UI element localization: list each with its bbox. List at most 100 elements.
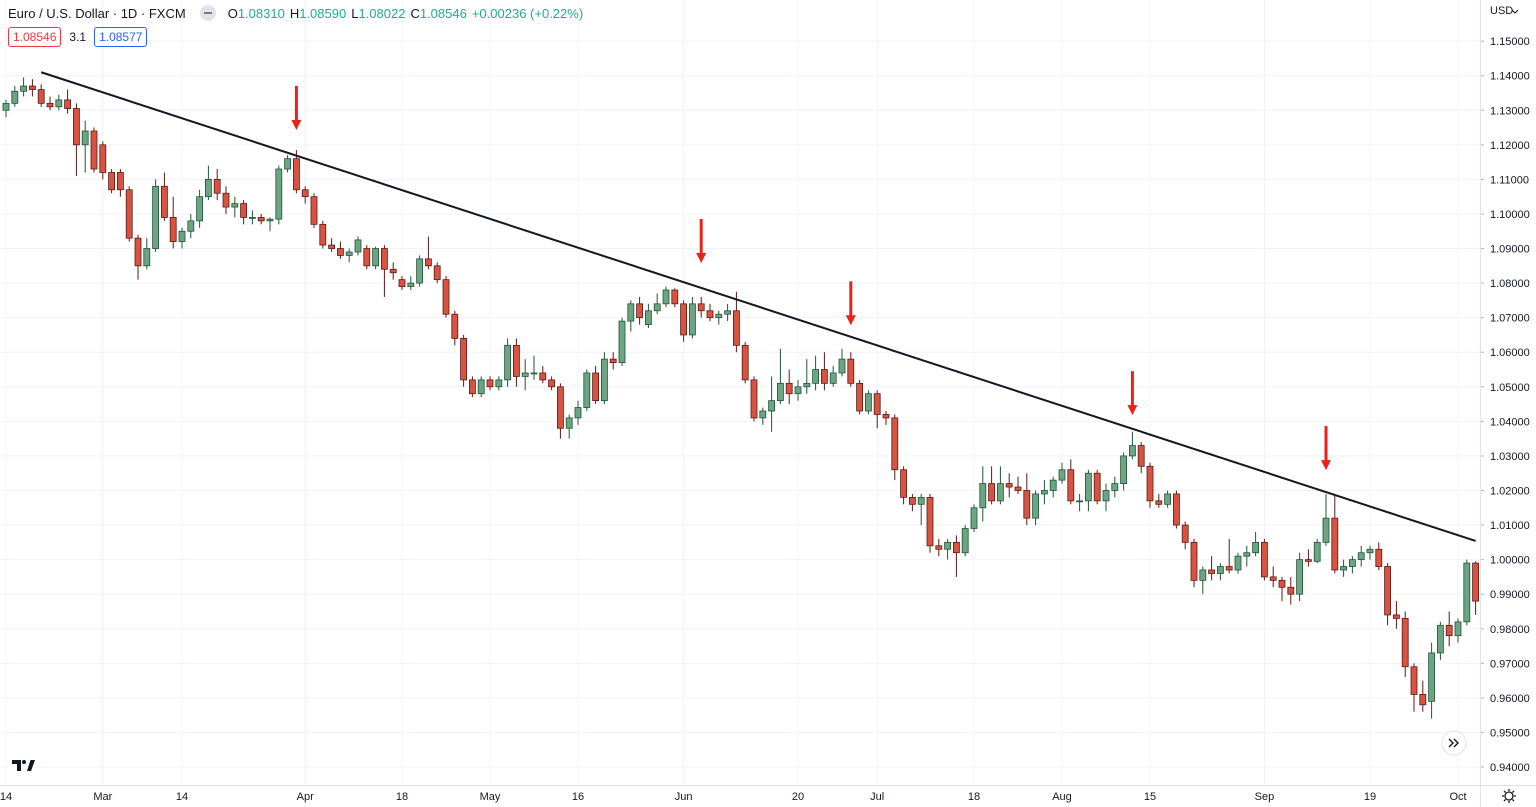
x-tick-label: May (480, 791, 501, 803)
settings-button[interactable] (1502, 789, 1516, 803)
ohlc-value: 1.08546 (419, 5, 467, 21)
candle-body (935, 545, 943, 550)
candle-body (1164, 493, 1171, 505)
button-icon (1448, 738, 1459, 748)
candle-body (609, 358, 617, 364)
candle-body (891, 417, 899, 471)
axes: 1.15000 1.14000 1.13000 1.12000 1.11000 1.100… (0, 36, 1530, 803)
y-tick-label: 1.00000 (1490, 555, 1530, 567)
candle-body (680, 303, 687, 336)
x-tick-label: 19 (1364, 791, 1376, 803)
arrow-head (845, 315, 856, 326)
candle-body (1146, 465, 1154, 502)
currency-label[interactable]: USD (1490, 5, 1513, 17)
candle-body (856, 382, 863, 412)
y-tick-label: 1.10000 (1490, 209, 1530, 221)
candle-body (1349, 559, 1356, 567)
candle-body (231, 203, 239, 208)
candle-body (222, 192, 230, 208)
candle-body (504, 344, 512, 381)
candle-body (1023, 490, 1031, 519)
sell-price-button[interactable]: 1.08546 (8, 27, 62, 47)
candle-body (292, 158, 300, 191)
candle-body (1067, 469, 1075, 502)
candle-body (1058, 469, 1066, 481)
candle-body (363, 248, 371, 267)
candle-body (2, 102, 10, 111)
candle-body (812, 369, 819, 384)
candle-body (1111, 483, 1119, 491)
x-tick-label: 20 (792, 791, 804, 803)
candle-body (1190, 541, 1198, 581)
candle-body (240, 203, 248, 218)
ohlc-key: O (227, 5, 238, 21)
candle-body (468, 379, 476, 395)
candle-body (372, 248, 380, 267)
buy-price-button[interactable]: 1.08577 (94, 27, 148, 47)
candle-body (829, 372, 837, 384)
candle-body (169, 217, 177, 243)
candle-body (196, 196, 204, 222)
candle-body (1401, 617, 1409, 668)
arrow-head (1127, 405, 1138, 416)
candle-body (733, 310, 740, 346)
price-change: +0.00236 (+0.22%) (471, 5, 584, 21)
candle-body (777, 382, 784, 402)
candle-body (785, 382, 793, 395)
x-tick-label: 14 (176, 791, 188, 803)
y-tick-label: 1.01000 (1490, 520, 1530, 532)
symbol-title[interactable]: Euro / U.S. Dollar · 1D · FXCM (8, 5, 186, 21)
candle-body (1199, 569, 1207, 581)
ohlc-value: 1.08590 (299, 5, 347, 21)
candle-body (1014, 486, 1022, 491)
y-tick-label: 0.99000 (1490, 589, 1530, 601)
candle-body (741, 344, 749, 381)
candle-body (627, 303, 635, 322)
hide-indicator-button[interactable] (199, 5, 216, 21)
candle-body (557, 386, 564, 429)
candle-body (1357, 552, 1365, 561)
candle-body (336, 248, 344, 256)
ohlc-value: 1.08310 (237, 5, 285, 21)
candle-body (1225, 566, 1233, 571)
candle-body (143, 248, 151, 267)
candle-body (187, 220, 195, 232)
scroll-to-realtime-button[interactable] (1441, 730, 1467, 756)
candle-body (1419, 694, 1427, 706)
logo-bg (8, 753, 38, 777)
candle-body (715, 313, 723, 319)
y-tick-label: 1.09000 (1490, 244, 1530, 256)
candle-body (697, 303, 705, 312)
candle-body (55, 99, 63, 108)
candle-body (477, 379, 485, 395)
candle-body (1208, 569, 1215, 574)
x-tick-label: Mar (93, 791, 112, 803)
y-tick-label: 1.13000 (1490, 105, 1530, 117)
y-tick-label: 0.96000 (1490, 693, 1530, 705)
y-tick-label: 0.95000 (1490, 727, 1530, 739)
spread: 3.1 (69, 30, 87, 44)
candle-body (750, 379, 758, 419)
button-bg (1441, 730, 1467, 756)
candle-body (1173, 493, 1180, 526)
candle-body (979, 483, 987, 509)
candle-body (345, 251, 353, 256)
x-tick-label: 18 (396, 791, 408, 803)
candle-body (213, 178, 221, 194)
candle-body (636, 303, 643, 319)
tradingview-logo[interactable] (8, 753, 38, 777)
y-tick-label: 1.03000 (1490, 451, 1530, 463)
candle-body (1269, 576, 1277, 581)
candle-body (389, 268, 397, 274)
candle-body (81, 130, 89, 146)
x-tick-label: Sep (1255, 791, 1275, 803)
candle-body (451, 313, 459, 339)
candle-body (178, 230, 186, 243)
x-tick-label: 14 (0, 791, 12, 803)
logo-part (22, 760, 26, 764)
candle-body (539, 372, 547, 381)
currency-dropdown-icon[interactable] (1511, 9, 1519, 14)
x-tick-label: Jul (870, 791, 884, 803)
